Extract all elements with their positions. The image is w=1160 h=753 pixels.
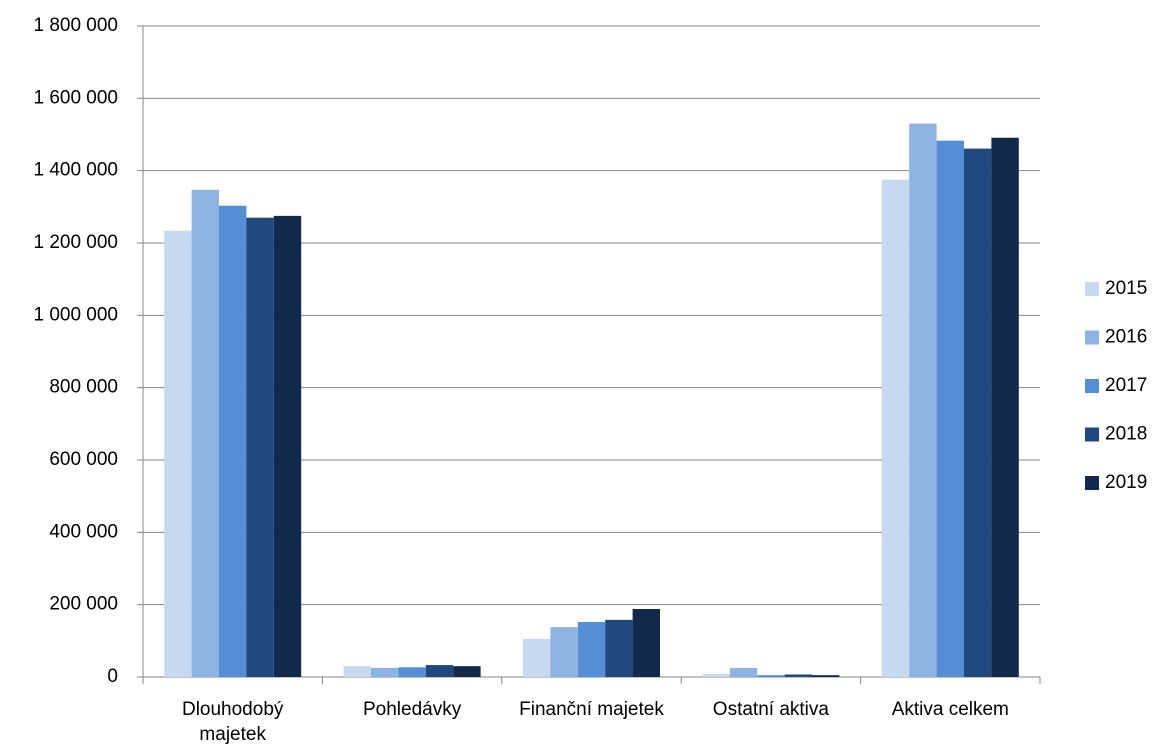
bar	[909, 123, 937, 677]
y-tick-label: 1 200 000	[33, 232, 118, 253]
y-tick-label: 1 800 000	[33, 15, 118, 36]
bar	[425, 665, 454, 677]
bar	[812, 675, 840, 677]
y-tick-label: 600 000	[49, 449, 118, 470]
y-tick-label: 800 000	[49, 377, 118, 398]
legend-swatch	[1085, 330, 1099, 345]
bar	[219, 205, 247, 677]
x-tick-label: Finanční majetek	[519, 699, 664, 720]
bar	[453, 666, 481, 677]
y-tick-label: 0	[107, 666, 118, 687]
bar	[398, 667, 426, 677]
legend-swatch	[1085, 476, 1099, 490]
bar	[964, 148, 992, 678]
legend-label: 2018	[1105, 424, 1147, 445]
legend-swatch	[1085, 282, 1099, 296]
legend-label: 2019	[1105, 472, 1147, 493]
y-tick-label: 1 400 000	[33, 160, 118, 181]
bar	[550, 627, 578, 677]
bar	[164, 230, 192, 677]
bar	[246, 217, 274, 677]
bar	[784, 674, 812, 677]
legend-swatch	[1085, 427, 1099, 442]
bar	[991, 137, 1019, 677]
x-tick-label: Pohledávky	[362, 699, 462, 720]
bar	[757, 675, 785, 677]
bar	[702, 674, 730, 677]
y-tick-label: 200 000	[49, 594, 118, 615]
bar	[881, 179, 910, 678]
legend-label: 2015	[1105, 278, 1147, 299]
bar	[371, 667, 399, 677]
legend-label: 2017	[1105, 375, 1147, 396]
bar	[729, 667, 758, 677]
bar	[191, 189, 219, 677]
x-tick-label: Dlouhodobý majetek	[181, 699, 284, 745]
legend-swatch	[1085, 379, 1099, 393]
bar	[936, 140, 964, 678]
legend-label: 2016	[1105, 327, 1147, 348]
bar	[273, 215, 302, 677]
bar	[523, 639, 551, 677]
y-tick-label: 400 000	[49, 521, 118, 542]
bar	[605, 619, 633, 677]
x-tick-label: Ostatní aktiva	[712, 699, 829, 720]
y-tick-label: 1 000 000	[33, 304, 118, 325]
bar	[577, 622, 606, 677]
x-tick-label: Aktiva celkem	[891, 699, 1009, 720]
bar	[343, 666, 371, 677]
y-tick-label: 1 600 000	[33, 87, 118, 108]
bar	[632, 609, 660, 677]
